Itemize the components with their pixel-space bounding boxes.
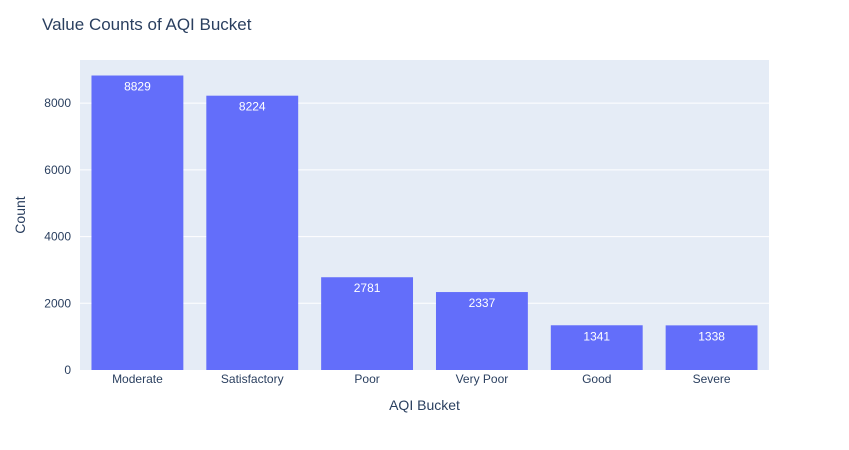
y-tick-label: 2000 [44, 296, 71, 310]
plot-area [80, 60, 769, 370]
bar-severe [665, 325, 758, 370]
bar-data-label: 1338 [698, 329, 725, 343]
bar-good [550, 325, 643, 370]
bar-data-label: 8224 [239, 100, 266, 114]
y-axis-ticks: 0 2000 4000 6000 8000 [44, 96, 71, 377]
x-tick-label: Severe [693, 372, 731, 386]
x-tick-label: Very Poor [456, 372, 509, 386]
bar-data-label: 8829 [124, 80, 151, 94]
y-tick-label: 8000 [44, 96, 71, 110]
y-tick-label: 0 [64, 363, 71, 377]
bar-poor [321, 277, 414, 370]
y-tick-label: 6000 [44, 163, 71, 177]
x-axis-ticks: Moderate Satisfactory Poor Very Poor Good Sev… [112, 372, 731, 386]
x-tick-label: Satisfactory [221, 372, 284, 386]
bar-data-label: 2337 [469, 296, 496, 310]
y-axis-title: Count [12, 196, 28, 233]
x-axis-title: AQI Bucket [389, 397, 460, 413]
bar-very-poor [435, 292, 528, 370]
x-tick-label: Moderate [112, 372, 163, 386]
gridlines [80, 102, 769, 304]
bar-data-label: 2781 [354, 281, 381, 295]
y-tick-label: 4000 [44, 230, 71, 244]
bars: 8829 8224 2781 2337 1341 1338 [91, 75, 758, 370]
x-tick-label: Good [582, 372, 611, 386]
bar-data-label: 1341 [583, 329, 610, 343]
chart-title: Value Counts of AQI Bucket [42, 15, 252, 34]
x-tick-label: Poor [354, 372, 379, 386]
bar-satisfactory [206, 95, 299, 370]
bar-moderate [91, 75, 184, 370]
